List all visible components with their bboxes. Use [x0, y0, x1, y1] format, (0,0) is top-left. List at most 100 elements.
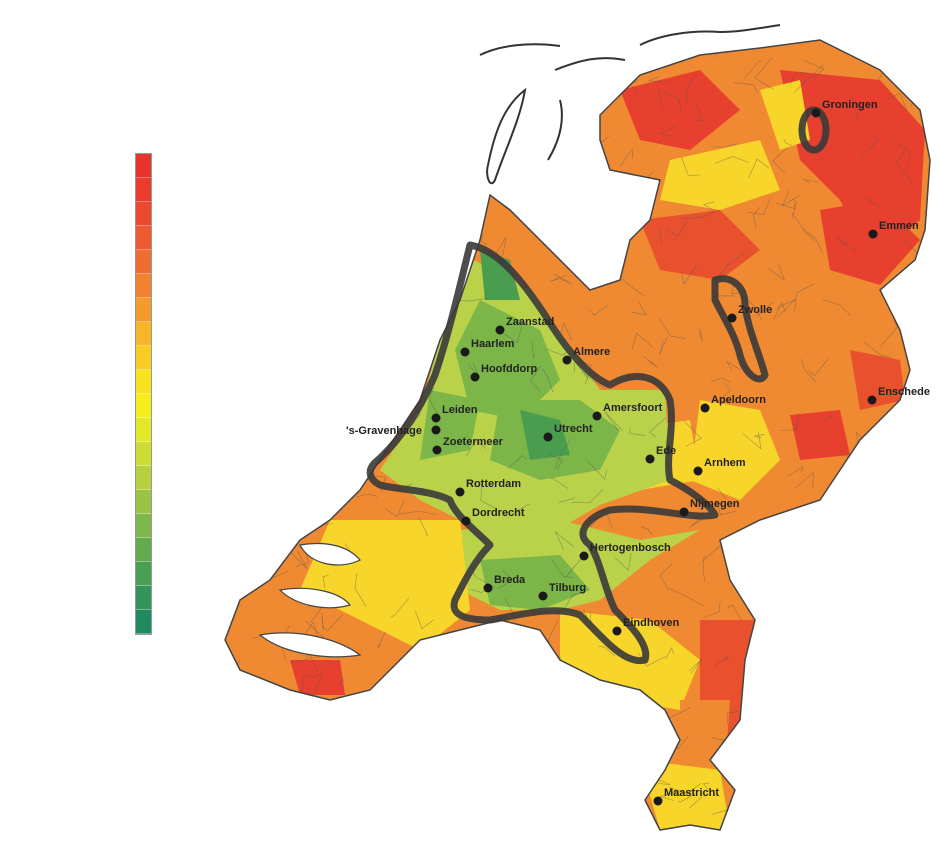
municipality-border: [717, 487, 727, 500]
municipality-border: [305, 621, 325, 638]
municipality-border: [544, 794, 564, 826]
municipality-border: [781, 634, 802, 655]
municipality-border: [624, 202, 629, 219]
municipality-border: [268, 726, 293, 740]
municipality-border: [714, 156, 750, 164]
municipality-border: [748, 158, 770, 179]
municipality-border: [753, 647, 770, 663]
municipality-border: [794, 64, 824, 93]
municipality-border: [648, 417, 667, 438]
municipality-border: [876, 474, 889, 512]
municipality-border: [499, 326, 523, 344]
municipality-border: [710, 377, 731, 383]
municipality-border: [895, 520, 903, 528]
city-marker: Zwolle: [727, 304, 772, 323]
municipality-border: [780, 413, 800, 431]
municipality-border: [411, 653, 444, 687]
municipality-border: [495, 236, 507, 257]
municipality-border: [414, 610, 434, 630]
municipality-border: [287, 805, 303, 814]
municipality-border: [400, 204, 430, 224]
municipality-border: [255, 335, 263, 355]
municipality-border: [881, 674, 899, 689]
municipality-border: [225, 186, 234, 207]
municipality-border: [631, 300, 647, 316]
legend-swatch: [136, 346, 151, 370]
municipality-border: [443, 73, 457, 95]
city-dot: [645, 454, 655, 464]
city-label: Eindhoven: [623, 617, 680, 629]
municipality-border: [801, 358, 817, 383]
municipality-border: [309, 127, 329, 159]
municipality-border: [587, 80, 607, 101]
municipality-border: [896, 570, 901, 586]
region-patch: [690, 400, 780, 500]
city-label: Arnhem: [704, 457, 746, 469]
legend-swatch: [136, 610, 151, 634]
city-marker: Hertogenbosch: [579, 542, 671, 561]
region-patch: [455, 300, 560, 420]
city-marker: Apeldoorn: [700, 394, 766, 413]
municipality-border: [278, 374, 302, 395]
municipality-border: [586, 460, 608, 480]
municipality-border: [923, 783, 930, 793]
municipality-border: [797, 638, 803, 654]
municipality-border: [225, 325, 229, 346]
municipality-border: [666, 220, 688, 237]
municipality-border: [475, 88, 480, 108]
municipality-border: [248, 409, 267, 421]
municipality-border: [813, 659, 834, 686]
city-label: Maastricht: [664, 787, 719, 799]
municipality-border: [658, 89, 664, 110]
municipality-border: [354, 573, 367, 607]
municipality-border: [619, 148, 633, 167]
municipality-border: [370, 354, 381, 383]
city-dot: [543, 432, 553, 442]
city-marker: Ede: [645, 445, 676, 464]
municipality-border: [822, 299, 851, 316]
city-dot: [461, 516, 471, 526]
municipality-border: [549, 228, 567, 242]
municipality-border: [868, 762, 893, 791]
municipality-border: [279, 284, 299, 307]
municipality-border: [309, 424, 319, 438]
legend-swatch: [136, 274, 151, 298]
municipality-border: [309, 291, 329, 315]
region-patch: [760, 80, 810, 150]
municipality-border: [322, 575, 329, 589]
municipality-border: [421, 127, 430, 147]
municipality-border: [860, 133, 880, 157]
municipality-border: [349, 774, 369, 800]
municipality-border: [832, 678, 864, 684]
municipality-border: [896, 733, 908, 755]
municipality-border: [276, 298, 301, 312]
municipality-border: [772, 147, 789, 174]
municipality-border: [413, 792, 425, 802]
city-label: Hoofddorp: [481, 363, 537, 375]
municipality-border: [743, 547, 767, 584]
municipality-border: [591, 687, 613, 720]
municipality-border: [303, 491, 342, 508]
municipality-border: [542, 368, 554, 393]
municipality-border: [532, 736, 548, 749]
municipality-border: [225, 502, 240, 528]
municipality-border: [754, 434, 765, 439]
city-dot: [538, 591, 548, 601]
municipality-border: [225, 530, 246, 552]
city-dot: [455, 487, 465, 497]
legend-swatch: [136, 562, 151, 586]
municipality-border: [703, 201, 715, 211]
municipality-border: [753, 206, 761, 228]
municipality-border: [228, 660, 240, 678]
municipality-border: [773, 302, 787, 320]
city-marker: Dordrecht: [461, 507, 525, 526]
municipality-border: [263, 282, 269, 292]
municipality-border: [468, 734, 491, 745]
city-dot: [811, 108, 821, 118]
municipality-border: [803, 179, 820, 183]
municipality-border: [301, 288, 306, 306]
municipality-border: [341, 724, 355, 743]
municipality-border: [225, 644, 227, 672]
municipality-border: [277, 55, 294, 71]
municipality-border: [261, 94, 277, 128]
